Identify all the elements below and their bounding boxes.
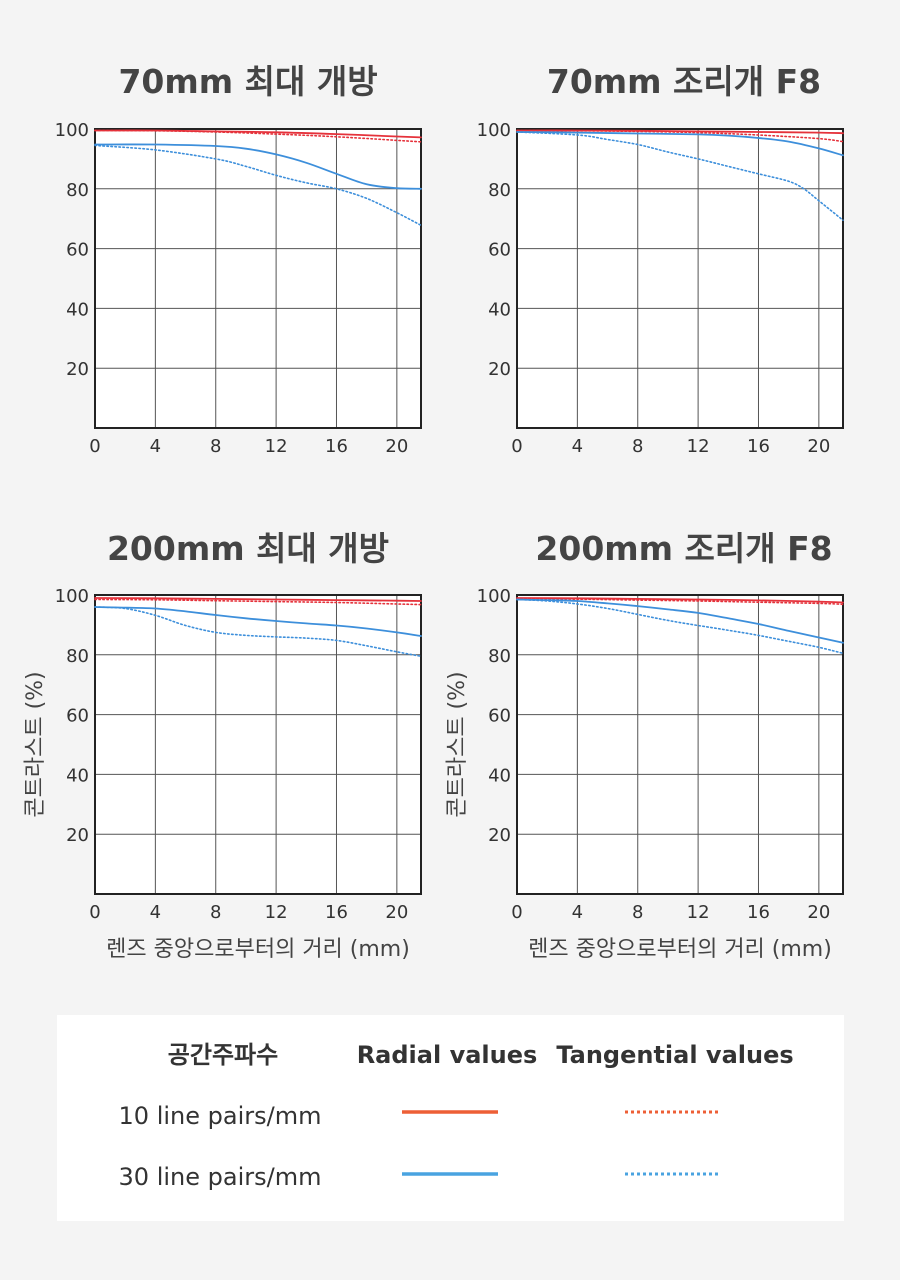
x-tick-label: 20 (807, 436, 830, 457)
y-tick-label: 100 (477, 120, 511, 141)
y-tick-label: 60 (66, 706, 89, 727)
plot-frame (94, 128, 422, 429)
y-tick-label: 100 (55, 586, 89, 607)
x-tick-label: 8 (210, 436, 221, 457)
series-r30-line (94, 606, 422, 637)
y-tick-label: 80 (66, 646, 89, 667)
y-tick-label: 20 (488, 359, 511, 380)
x-axis-label: 렌즈 중앙으로부터의 거리 (mm) (106, 937, 410, 962)
series-t30-line (94, 606, 422, 658)
y-tick-label: 100 (477, 586, 511, 607)
legend-header-frequency: 공간주파수 (168, 1041, 278, 1069)
x-tick-label: 0 (511, 902, 522, 923)
x-tick-label: 4 (572, 436, 583, 457)
chart-panel-4: 200mm 조리개 F8 0 4 8 12 16 20 20 40 60 80 100 렌즈 중앙으로부… (445, 529, 844, 962)
series-t10-line (516, 597, 844, 606)
y-tick-label: 60 (66, 240, 89, 261)
y-tick-label: 40 (66, 299, 89, 320)
x-tick-label: 4 (572, 902, 583, 923)
y-tick-label: 20 (488, 825, 511, 846)
y-tick-label: 40 (488, 299, 511, 320)
x-tick-label: 20 (385, 436, 408, 457)
chart-title: 70mm 조리개 F8 (547, 62, 821, 101)
chart-title: 70mm 최대 개방 (118, 62, 377, 101)
plot-area (95, 595, 421, 894)
legend-header-tangential: Tangential values (556, 1041, 793, 1069)
legend-row-30lp-label: 30 line pairs/mm (119, 1163, 322, 1191)
y-tick-label: 80 (488, 180, 511, 201)
legend-box: 공간주파수 Radial values Tangential values 10… (57, 1015, 844, 1221)
plot-frame (516, 128, 844, 429)
y-tick-label: 40 (66, 765, 89, 786)
series-r30-line (516, 598, 844, 644)
x-tick-label: 4 (150, 436, 161, 457)
y-tick-label: 80 (66, 180, 89, 201)
y-axis-label: 콘트라스트 (%) (445, 671, 470, 817)
series-t30-line (94, 144, 422, 227)
series-t10-line (516, 129, 844, 143)
x-tick-label: 12 (265, 902, 288, 923)
plot-area (517, 129, 843, 428)
plot-frame (516, 594, 844, 895)
x-tick-label: 20 (807, 902, 830, 923)
series-t30-line (516, 598, 844, 655)
x-tick-label: 4 (150, 902, 161, 923)
x-tick-label: 16 (747, 902, 770, 923)
legend-header-radial: Radial values (357, 1041, 538, 1069)
y-tick-label: 60 (488, 240, 511, 261)
chart-title: 200mm 최대 개방 (107, 529, 389, 568)
chart-panel-2: 70mm 조리개 F8 0 4 8 12 16 20 20 40 60 80 100 (477, 62, 844, 457)
x-tick-label: 12 (265, 436, 288, 457)
legend-row-10lp-label: 10 line pairs/mm (119, 1102, 322, 1130)
x-tick-label: 12 (687, 902, 710, 923)
y-tick-label: 60 (488, 706, 511, 727)
plot-area (517, 595, 843, 894)
x-tick-label: 0 (89, 436, 100, 457)
x-tick-label: 16 (747, 436, 770, 457)
x-tick-label: 8 (210, 902, 221, 923)
chart-panel-3: 200mm 최대 개방 0 4 8 12 16 20 20 40 60 80 100 렌즈 중앙으로부터… (23, 529, 422, 962)
y-tick-label: 80 (488, 646, 511, 667)
y-tick-label: 40 (488, 765, 511, 786)
y-axis-label: 콘트라스트 (%) (23, 671, 48, 817)
x-tick-label: 20 (385, 902, 408, 923)
x-tick-label: 8 (632, 436, 643, 457)
x-tick-label: 16 (325, 436, 348, 457)
series-r10-line (94, 597, 422, 602)
chart-panel-1: 70mm 최대 개방 0 4 8 12 16 20 20 40 60 80 100 (55, 62, 422, 457)
x-tick-label: 8 (632, 902, 643, 923)
y-tick-label: 100 (55, 120, 89, 141)
x-tick-label: 12 (687, 436, 710, 457)
series-r30-line (516, 131, 844, 157)
series-t30-line (516, 131, 844, 221)
x-tick-label: 0 (511, 436, 522, 457)
y-tick-label: 20 (66, 359, 89, 380)
series-t10-line (94, 598, 422, 606)
chart-title: 200mm 조리개 F8 (535, 529, 832, 568)
series-r30-line (94, 143, 422, 190)
plot-frame (94, 594, 422, 895)
x-tick-label: 16 (325, 902, 348, 923)
series-r10-line (516, 597, 844, 604)
x-tick-label: 0 (89, 902, 100, 923)
y-tick-label: 20 (66, 825, 89, 846)
plot-area (95, 129, 421, 428)
series-t10-line (94, 129, 422, 143)
x-axis-label: 렌즈 중앙으로부터의 거리 (mm) (528, 937, 832, 962)
